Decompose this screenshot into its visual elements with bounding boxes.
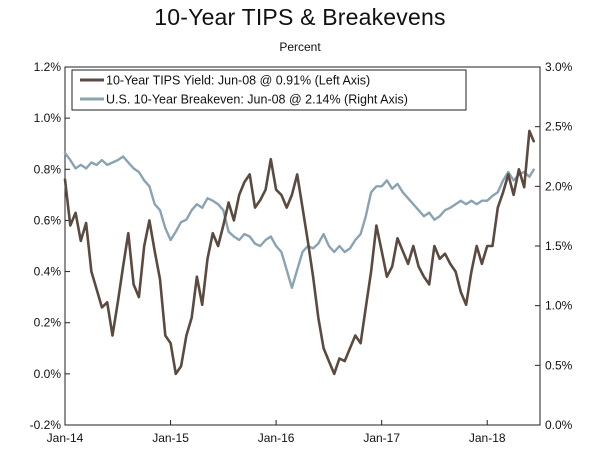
x-axis-tick-label: Jan-14 [47,431,84,445]
right-axis-tick-label: 1.5% [545,239,573,253]
right-axis-tick-label: 0.5% [545,358,573,372]
chart-title: 10-Year TIPS & Breakevens [154,4,446,30]
right-axis-tick-label: 2.0% [545,179,573,193]
chart-subtitle: Percent [279,40,321,54]
left-axis-tick-label: 0.4% [34,265,62,279]
right-axis-tick-label: 2.5% [545,120,573,134]
right-axis-tick-label: 1.0% [545,299,573,313]
left-axis-tick-label: 0.2% [34,316,62,330]
left-axis-tick-label: 1.0% [34,111,62,125]
legend-label-breakeven: U.S. 10-Year Breakeven: Jun-08 @ 2.14% (… [106,93,408,107]
left-axis-tick-label: 0.6% [34,213,62,227]
x-axis-tick-label: Jan-16 [258,431,295,445]
series-line-tips-yield [63,129,536,376]
right-axis-tick-label: 3.0% [545,60,573,74]
left-axis-tick-label: 0.8% [34,162,62,176]
series-line-breakeven [63,151,535,289]
right-axis-tick-label: 0.0% [545,418,573,432]
legend-label-tips: 10-Year TIPS Yield: Jun-08 @ 0.91% (Left… [106,74,370,88]
x-axis-tick-label: Jan-18 [469,431,506,445]
plot-frame [64,66,541,426]
legend-box [71,69,467,111]
left-axis-tick-label: 1.2% [34,60,62,74]
left-axis-tick-label: -0.2% [30,418,62,432]
x-axis-tick-label: Jan-15 [152,431,189,445]
left-axis-tick-label: 0.0% [34,367,62,381]
x-axis-tick-label: Jan-17 [363,431,400,445]
